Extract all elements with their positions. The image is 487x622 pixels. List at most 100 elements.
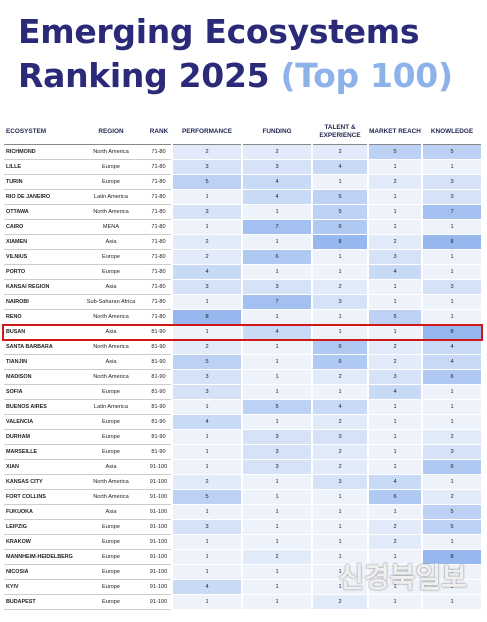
column-header: ECOSYSTEM [4,119,76,145]
cell: Asia [76,459,146,475]
table-row: XIAN Asia 91-100 1 3 2 1 6 [4,459,483,475]
score-cell: 4 [171,579,243,595]
score-cell: 5 [171,489,243,505]
cell: 81-90 [146,339,172,355]
score-cell: 5 [241,399,313,415]
score-cell: 1 [311,534,369,550]
cell: North America [76,474,146,490]
cell: 71-80 [146,294,172,310]
cell: Europe [76,579,146,595]
cell: Europe [76,534,146,550]
score-cell: 4 [421,339,483,355]
table-row: KANSAI REGION Asia 71-80 3 3 2 1 3 [4,279,483,295]
score-cell: 1 [311,564,369,580]
score-cell: 2 [171,249,243,265]
score-cell: 2 [171,474,243,490]
cell: 71-80 [146,249,172,265]
cell: 71-80 [146,264,172,280]
cell: North America [76,204,146,220]
score-cell: 1 [421,564,483,580]
score-cell: 3 [311,294,369,310]
table-row: MANNHEIM-HEIDELBERG Europe 91-100 1 2 1 1 8 [4,549,483,565]
score-cell: 1 [311,324,369,340]
score-cell: 7 [421,204,483,220]
cell: Sub-Saharan Africa [76,294,146,310]
score-cell: 1 [241,309,313,325]
cell: 81-90 [146,384,172,400]
score-cell: 1 [421,399,483,415]
table-row: BUDAPEST Europe 91-100 1 1 2 1 1 [4,594,483,610]
cell: BUENOS AIRES [4,399,76,415]
cell: LILLE [4,159,76,175]
cell: BUDAPEST [4,594,76,610]
cell: 91-100 [146,579,172,595]
table-row: LILLE Europe 71-80 3 3 4 1 1 [4,159,483,175]
score-cell: 1 [367,159,423,175]
cell: 91-100 [146,459,172,475]
score-cell: 6 [311,339,369,355]
cell: 81-90 [146,429,172,445]
score-cell: 1 [367,504,423,520]
cell: MADISON [4,369,76,385]
score-cell: 1 [241,474,313,490]
table-row: RICHMOND North America 71-80 2 2 2 5 5 [4,144,483,160]
score-cell: 1 [171,534,243,550]
score-cell: 1 [241,369,313,385]
score-cell: 1 [311,249,369,265]
score-cell: 2 [311,414,369,430]
score-cell: 3 [171,159,243,175]
score-cell: 3 [367,249,423,265]
table-row: OTTAWA North America 71-80 3 1 5 1 7 [4,204,483,220]
table-row: PORTO Europe 71-80 4 1 1 4 1 [4,264,483,280]
score-cell: 7 [241,294,313,310]
title-line: Emerging Ecosystems [18,12,420,51]
score-cell: 3 [171,279,243,295]
cell: 81-90 [146,444,172,460]
score-cell: 3 [241,459,313,475]
score-cell: 1 [421,219,483,235]
cell: Europe [76,159,146,175]
column-header: PERFORMANCE [172,119,242,145]
cell: RICHMOND [4,144,76,160]
score-cell: 6 [241,249,313,265]
score-cell: 5 [171,354,243,370]
score-cell: 1 [311,264,369,280]
score-cell: 1 [241,384,313,400]
score-cell: 1 [241,339,313,355]
score-cell: 1 [311,489,369,505]
score-cell: 1 [421,159,483,175]
score-cell: 8 [171,309,243,325]
cell: PORTO [4,264,76,280]
cell: 81-90 [146,399,172,415]
score-cell: 4 [421,354,483,370]
score-cell: 1 [171,429,243,445]
score-cell: 4 [311,159,369,175]
cell: 91-100 [146,594,172,610]
score-cell: 2 [311,594,369,610]
cell: 91-100 [146,564,172,580]
score-cell: 3 [421,279,483,295]
cell: Europe [76,249,146,265]
table-row: RIO DE JANEIRO Latin America 71-80 1 4 5 1 3 [4,189,483,205]
cell: XIAMEN [4,234,76,250]
score-cell: 1 [367,189,423,205]
score-cell: 1 [171,219,243,235]
table-row: KANSAS CITY North America 91-100 2 1 3 4 1 [4,474,483,490]
cell: Latin America [76,399,146,415]
cell: KRAKOW [4,534,76,550]
cell: Europe [76,549,146,565]
score-cell: 5 [367,309,423,325]
cell: 91-100 [146,504,172,520]
score-cell: 1 [421,264,483,280]
cell: MENA [76,219,146,235]
cell: XIAN [4,459,76,475]
score-cell: 1 [241,579,313,595]
score-cell: 1 [171,459,243,475]
score-cell: 3 [311,474,369,490]
table-row: RENO North America 71-80 8 1 1 5 1 [4,309,483,325]
score-cell: 1 [171,324,243,340]
score-cell: 1 [367,204,423,220]
score-cell: 1 [421,579,483,595]
score-cell: 2 [367,519,423,535]
